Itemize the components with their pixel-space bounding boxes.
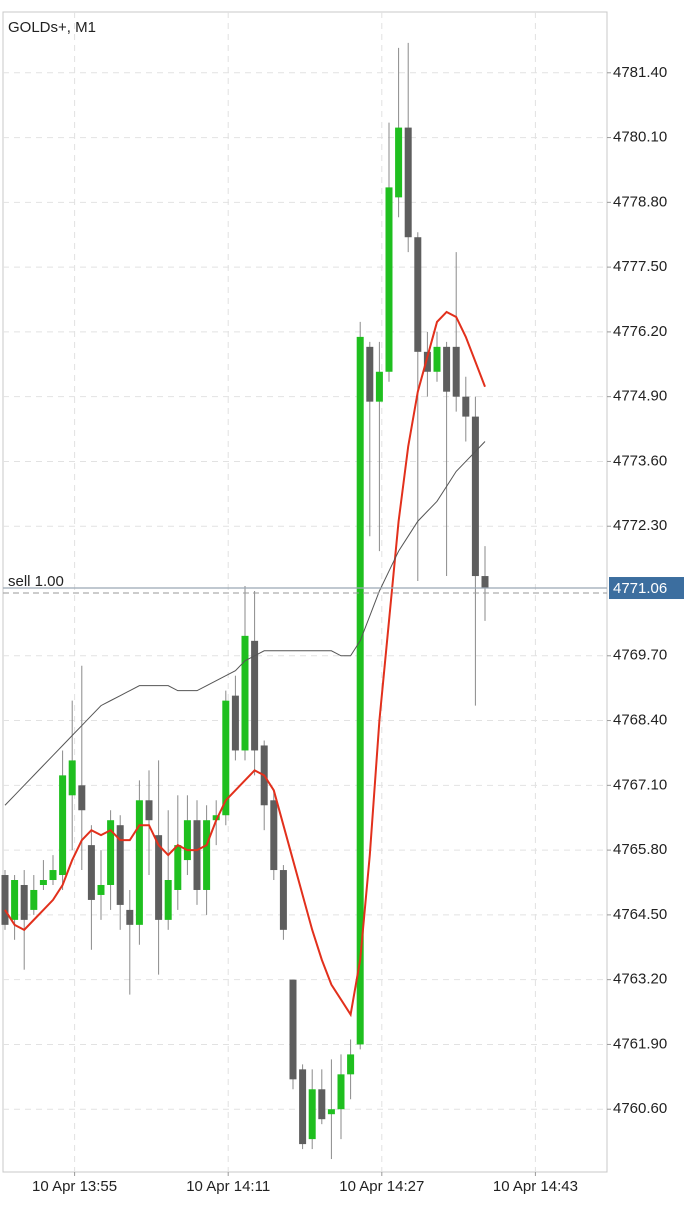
y-tick-label: 4764.50	[613, 906, 667, 923]
y-tick-label: 4761.90	[613, 1035, 667, 1052]
candle-body	[404, 127, 412, 238]
candle-body	[443, 346, 451, 392]
y-tick-label: 4780.10	[613, 129, 667, 146]
candle-body	[308, 1089, 316, 1140]
x-tick-label: 10 Apr 14:43	[493, 1178, 578, 1195]
y-tick-label: 4773.60	[613, 452, 667, 469]
candle-body	[385, 187, 393, 372]
candle-body	[289, 979, 297, 1080]
candle-body	[78, 785, 86, 811]
y-tick-label: 4768.40	[613, 712, 667, 729]
candle-body	[241, 635, 249, 751]
candle-body	[231, 695, 239, 751]
candle-body	[347, 1054, 355, 1075]
candle-body	[471, 416, 479, 577]
candle-body	[414, 237, 422, 352]
candle-body	[366, 346, 374, 402]
candle-body	[126, 909, 134, 925]
candle-body	[107, 820, 115, 885]
y-tick-label: 4776.20	[613, 323, 667, 340]
candle-body	[183, 820, 191, 861]
candle-body	[49, 870, 57, 881]
candle-body	[462, 396, 470, 417]
candle-body	[279, 870, 287, 930]
candle-body	[433, 346, 441, 372]
y-tick-label: 4777.50	[613, 258, 667, 275]
candle-body	[356, 336, 364, 1045]
candle-body	[452, 346, 460, 397]
y-tick-label: 4774.90	[613, 388, 667, 405]
candle-body	[20, 884, 28, 920]
candle-body	[212, 815, 220, 821]
candle-body	[318, 1089, 326, 1120]
x-tick-label: 10 Apr 13:55	[32, 1178, 117, 1195]
candle-body	[68, 760, 76, 796]
y-tick-label: 4765.80	[613, 841, 667, 858]
plot-frame	[2, 11, 608, 1173]
candle-body	[327, 1109, 335, 1115]
candle-body	[203, 820, 211, 890]
y-tick-label: 4769.70	[613, 647, 667, 664]
candle-body	[1, 875, 9, 925]
candle-body	[193, 820, 201, 890]
last-price-label: 4771.06	[613, 580, 667, 597]
y-tick-label: 4781.40	[613, 64, 667, 81]
candle-body	[270, 800, 278, 871]
candle-body	[481, 576, 489, 589]
y-tick-label: 4763.20	[613, 971, 667, 988]
moving-average-line	[4, 310, 486, 1018]
candle-body	[299, 1069, 307, 1145]
candle-body	[145, 800, 153, 821]
y-tick-label: 4772.30	[613, 517, 667, 534]
candle-body	[375, 371, 383, 402]
y-tick-label: 4778.80	[613, 193, 667, 210]
chart-title: GOLDs+, M1	[8, 19, 96, 36]
candle-body	[59, 775, 67, 876]
y-tick-label: 4767.10	[613, 776, 667, 793]
price-box	[609, 577, 684, 600]
candle-body	[395, 127, 403, 198]
candle-body	[39, 880, 47, 885]
candle-body	[30, 889, 38, 910]
candle-body	[135, 800, 143, 925]
moving-average-line	[4, 441, 486, 806]
candle-body	[251, 640, 259, 751]
candle-body	[337, 1074, 345, 1110]
x-tick-label: 10 Apr 14:27	[339, 1178, 424, 1195]
candle-body	[222, 700, 230, 816]
candle-body	[174, 845, 182, 890]
candle-body	[116, 825, 124, 905]
x-tick-label: 10 Apr 14:11	[186, 1178, 270, 1195]
candle-body	[423, 351, 431, 372]
candle-body	[11, 880, 19, 920]
y-tick-label: 4760.60	[613, 1100, 667, 1117]
candle-body	[155, 835, 163, 920]
candle-body	[164, 880, 172, 920]
order-label: sell 1.00	[8, 573, 64, 590]
candle-body	[97, 884, 105, 895]
candle-body	[87, 845, 95, 900]
